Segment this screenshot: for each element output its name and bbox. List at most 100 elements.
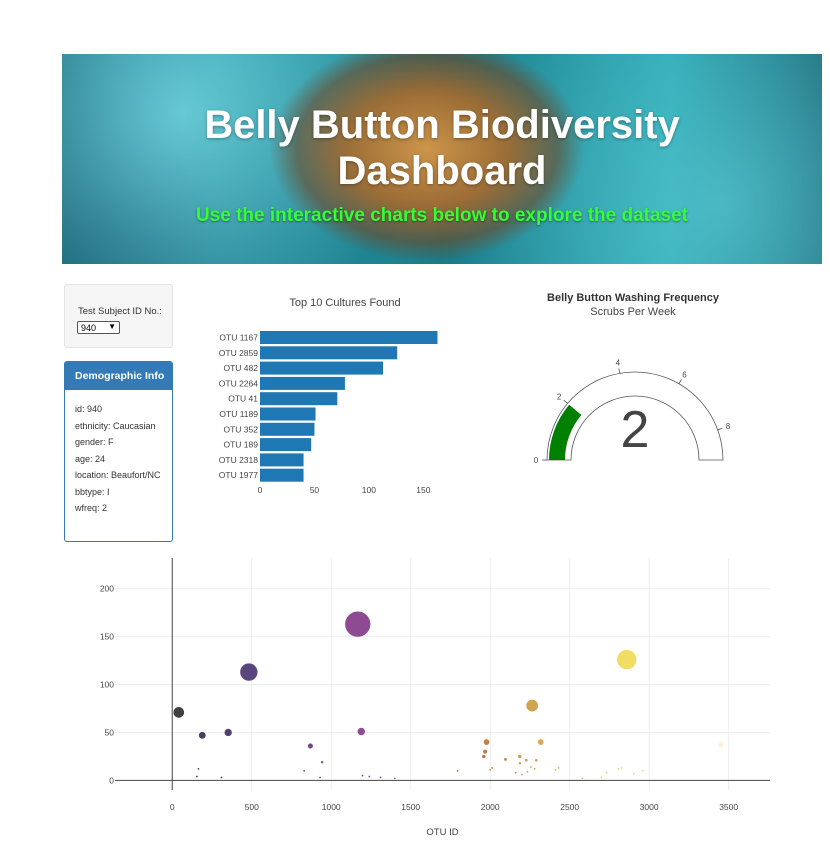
bubble-5 <box>356 727 366 736</box>
bubble-32 <box>525 770 529 774</box>
bar-label-7: OTU 189 <box>224 440 259 450</box>
title-line-2: Dashboard <box>337 149 547 193</box>
demo-row-gender: gender: F <box>75 437 114 447</box>
bubble-19 <box>518 761 522 765</box>
washing-gauge-chart[interactable]: Belly Button Washing Frequency Scrubs Per… <box>500 284 770 484</box>
bubble-11 <box>307 742 314 750</box>
gauge-value: 2 <box>621 401 650 459</box>
header-banner: Belly Button Biodiversity Dashboard Use … <box>62 54 822 264</box>
bubble-xtick-3000: 3000 <box>640 802 659 812</box>
gauge-tick-label-0: 0 <box>534 456 539 465</box>
bar-xtick-100: 100 <box>362 485 376 495</box>
bubble-23 <box>620 766 624 770</box>
bubble-3 <box>525 699 539 713</box>
bar-label-9: OTU 1977 <box>219 470 258 480</box>
demographic-panel: Demographic Info id: 940 ethnicity: Cauc… <box>64 361 173 542</box>
bubble-37 <box>361 774 365 778</box>
bubble-30 <box>302 769 306 773</box>
bar-4 <box>260 392 338 406</box>
demo-row-bbtype: bbtype: I <box>75 486 110 497</box>
bubble-25 <box>196 767 200 771</box>
demo-row-ethnicity: ethnicity: Caucasian <box>75 420 156 431</box>
bar-label-6: OTU 352 <box>224 424 259 434</box>
bubble-43 <box>599 776 603 780</box>
bar-xtick-0: 0 <box>258 485 263 495</box>
bubble-33 <box>605 771 609 775</box>
bubble-4 <box>172 706 185 719</box>
demo-row-location: location: Beaufort/NC <box>75 470 161 480</box>
bubble-44 <box>393 776 397 780</box>
gauge-tick-label-8: 8 <box>726 422 731 431</box>
bubble-0 <box>344 610 372 638</box>
bubble-ytick-200: 200 <box>100 584 114 594</box>
bar-1 <box>260 346 398 360</box>
bubble-17 <box>534 758 539 763</box>
bubble-2 <box>239 662 259 682</box>
bubble-7 <box>198 731 207 740</box>
subject-select-value: 940 <box>81 322 97 333</box>
bubble-xtick-0: 0 <box>170 802 175 812</box>
bubble-15 <box>503 757 508 762</box>
bubble-xlabel: OTU ID <box>426 827 458 838</box>
bar-7 <box>260 438 312 452</box>
gauge-tick-label-6: 6 <box>682 370 687 379</box>
bubble-34 <box>514 771 518 775</box>
bar-8 <box>260 453 304 467</box>
gauge-tick-8 <box>717 427 723 431</box>
gauge-title: Belly Button Washing Frequency <box>547 292 720 304</box>
bubble-39 <box>195 775 199 779</box>
demographic-panel-heading: Demographic Info <box>65 362 172 390</box>
bubble-9 <box>483 738 491 746</box>
bubble-ytick-100: 100 <box>100 680 114 690</box>
demo-row-id: id: 940 <box>75 404 103 414</box>
demo-row-wfreq: wfreq: 2 <box>75 503 108 513</box>
bar-label-5: OTU 1189 <box>219 409 258 419</box>
page-subtitle: Use the interactive charts below to expl… <box>195 205 689 226</box>
bubble-22 <box>557 766 561 770</box>
bubble-41 <box>220 776 224 780</box>
bubble-8 <box>537 738 545 746</box>
bubble-35 <box>632 772 636 776</box>
bar-6 <box>260 422 315 436</box>
bar-chart-title: Top 10 Cultures Found <box>289 297 400 309</box>
bar-label-3: OTU 2264 <box>219 378 258 388</box>
bar-label-0: OTU 1167 <box>219 333 258 343</box>
demo-row-age: age: 24 <box>75 453 106 464</box>
bubble-ytick-150: 150 <box>100 632 114 642</box>
bar-xtick-50: 50 <box>310 485 320 495</box>
subject-select[interactable]: 940 ▼ <box>77 321 120 334</box>
bubble-29 <box>641 769 645 773</box>
page-title: Belly Button Biodiversity Dashboard <box>62 102 822 194</box>
bubble-1 <box>616 649 638 670</box>
bubble-xtick-1500: 1500 <box>401 802 420 812</box>
gauge-tick-label-4: 4 <box>616 359 621 368</box>
bubble-12 <box>482 748 488 755</box>
bubble-31 <box>456 769 460 773</box>
bar-label-4: OTU 41 <box>228 394 258 404</box>
bubble-13 <box>481 754 487 759</box>
bar-2 <box>260 361 384 375</box>
gauge-subtitle: Scrubs Per Week <box>590 306 676 318</box>
bubble-36 <box>520 773 524 777</box>
gauge-track <box>546 371 724 461</box>
demographic-panel-body: id: 940 ethnicity: Caucasian gender: F a… <box>65 390 172 514</box>
bar-3 <box>260 376 345 390</box>
bubble-16 <box>524 758 529 763</box>
chevron-down-icon: ▼ <box>108 322 116 331</box>
bubble-xtick-2500: 2500 <box>560 802 579 812</box>
gauge-bar <box>549 404 582 460</box>
bar-5 <box>260 407 316 421</box>
gauge-tick-4 <box>618 368 621 374</box>
bubble-xtick-500: 500 <box>245 802 259 812</box>
top10-bar-chart[interactable]: Top 10 Cultures Found OTU 1167 OTU 2859 OTU… <box>190 284 490 504</box>
bubble-14 <box>517 754 523 759</box>
bubble-6 <box>223 728 233 737</box>
gauge-tick-label-2: 2 <box>557 392 562 401</box>
bubble-10 <box>717 741 724 749</box>
bubble-xtick-2000: 2000 <box>481 802 500 812</box>
bubble-chart[interactable]: 0 500 1000 1500 2000 2500 3000 3500 0 50 100 150 200… <box>0 550 830 847</box>
bubble-42 <box>318 776 322 780</box>
bar-label-8: OTU 2318 <box>219 455 258 465</box>
gauge-tick-6 <box>678 379 682 384</box>
bubble-21 <box>490 766 494 770</box>
